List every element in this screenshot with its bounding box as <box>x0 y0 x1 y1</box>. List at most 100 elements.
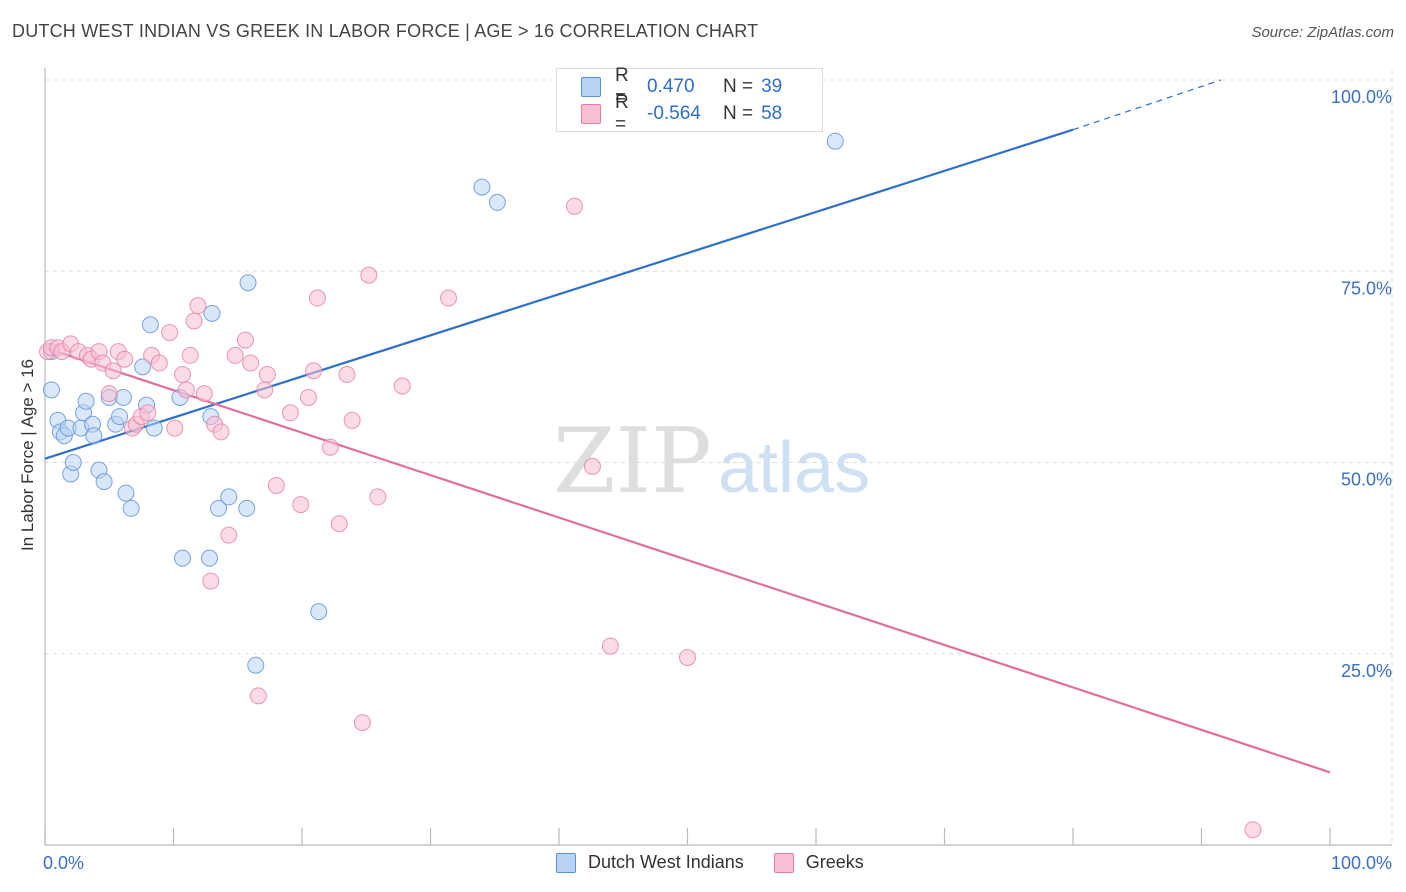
point-greek <box>242 354 260 372</box>
point-dutch-west-indian <box>117 484 135 502</box>
point-dutch-west-indian <box>42 381 60 399</box>
point-greek <box>202 572 220 590</box>
trend-line-greeks <box>44 346 1331 774</box>
point-greek <box>236 331 254 349</box>
point-greek <box>195 385 213 403</box>
legend-r-label: R = <box>615 92 629 135</box>
point-greek <box>321 438 339 456</box>
point-greek <box>679 649 696 667</box>
point-greek <box>565 197 583 215</box>
point-greek <box>189 297 207 315</box>
point-dutch-west-indian <box>209 499 227 517</box>
legend-row-dutch-west-indians: R = 0.470 N = 39 <box>581 65 783 108</box>
point-greek <box>308 289 326 307</box>
y-tick-label: 25.0% <box>1341 661 1392 681</box>
legend-n-label: N = <box>723 103 754 124</box>
chart-title: DUTCH WEST INDIAN VS GREEK IN LABOR FORC… <box>12 21 759 41</box>
point-dutch-west-indian <box>203 304 221 322</box>
point-dutch-west-indian <box>111 408 129 426</box>
point-greek <box>249 687 267 705</box>
legend-n-value: 58 <box>761 103 783 124</box>
correlation-legend: R = 0.470 N = 39 R = -0.564 N = 58 <box>556 65 823 135</box>
watermark-atlas: atlas <box>718 428 870 508</box>
point-greek <box>212 423 230 441</box>
point-greek <box>299 388 317 406</box>
legend-swatch-blue <box>556 852 576 873</box>
point-greek <box>330 515 348 533</box>
y-tick-label: 50.0% <box>1341 470 1392 490</box>
point-greek <box>393 377 411 395</box>
trend-lines <box>44 79 1331 774</box>
y-tick-label: 100.0% <box>1331 87 1392 107</box>
point-greek <box>220 526 238 544</box>
legend-label: Dutch West Indians <box>588 852 744 872</box>
point-dutch-west-indian <box>220 488 238 506</box>
point-greek <box>267 476 285 494</box>
legend-swatch-pink <box>581 104 601 124</box>
point-greek <box>369 488 387 506</box>
point-greek <box>100 385 118 403</box>
point-dutch-west-indian <box>826 132 844 150</box>
point-dutch-west-indian <box>238 499 256 517</box>
legend-item-greeks: Greeks <box>773 852 864 873</box>
point-greek <box>281 404 299 422</box>
series-legend: Dutch West Indians Greeks <box>556 852 894 873</box>
watermark-zip: ZIP <box>553 409 712 514</box>
point-dutch-west-indian <box>200 549 218 567</box>
legend-n-value: 39 <box>761 76 783 97</box>
point-greek <box>161 323 179 341</box>
point-dutch-west-indian <box>145 419 163 437</box>
watermark: ZIP atlas <box>553 409 870 514</box>
point-greek <box>150 354 168 372</box>
source-label: Source: ZipAtlas.com <box>1251 24 1394 41</box>
legend-r-label: R = <box>615 65 629 108</box>
point-greek <box>439 289 457 307</box>
point-greek <box>292 496 310 514</box>
trend-line-extension <box>1072 79 1221 131</box>
point-dutch-west-indian <box>239 274 257 292</box>
legend-label: Greeks <box>805 852 864 872</box>
point-greek <box>353 714 371 732</box>
point-dutch-west-indian <box>488 193 506 211</box>
legend-r-value: 0.470 <box>647 76 695 97</box>
point-greek <box>116 350 134 368</box>
x-tick-label: 0.0% <box>43 853 84 873</box>
point-greek <box>256 381 274 399</box>
point-greek <box>166 419 184 437</box>
point-greek <box>173 366 191 384</box>
legend-row-greeks: R = -0.564 N = 58 <box>581 92 783 135</box>
axes <box>44 68 1392 846</box>
x-tick-label: 100.0% <box>1331 853 1392 873</box>
point-dutch-west-indian <box>134 358 152 376</box>
legend-r-value: -0.564 <box>647 103 701 124</box>
legend-swatch-blue <box>581 77 601 97</box>
point-dutch-west-indian <box>64 454 82 471</box>
legend-swatch-pink <box>773 852 794 873</box>
point-greek <box>583 457 601 475</box>
point-dutch-west-indian <box>310 603 328 621</box>
point-greek <box>338 366 356 384</box>
point-greek <box>185 312 203 330</box>
point-dutch-west-indian <box>122 499 140 517</box>
point-dutch-west-indian <box>85 427 103 445</box>
point-greek <box>343 411 361 429</box>
point-greek <box>1244 821 1262 839</box>
point-dutch-west-indian <box>95 473 113 491</box>
y-axis-label: In Labor Force | Age > 16 <box>18 358 37 552</box>
point-dutch-west-indian <box>173 549 191 567</box>
point-greek <box>181 346 199 364</box>
point-dutch-west-indian <box>141 316 159 334</box>
point-dutch-west-indian <box>77 392 95 410</box>
data-points <box>39 132 1262 839</box>
legend-n-label: N = <box>723 76 754 97</box>
gridlines <box>45 70 1393 845</box>
y-tick-label: 75.0% <box>1341 278 1392 298</box>
point-greek <box>601 637 619 655</box>
legend-item-dutch-west-indians: Dutch West Indians <box>556 852 744 873</box>
point-greek <box>360 266 378 284</box>
point-greek <box>104 362 122 380</box>
point-dutch-west-indian <box>114 388 132 406</box>
tick-labels: 25.0% 50.0% 75.0% 100.0% 0.0% 100.0% <box>43 87 1392 873</box>
point-greek <box>305 362 323 380</box>
